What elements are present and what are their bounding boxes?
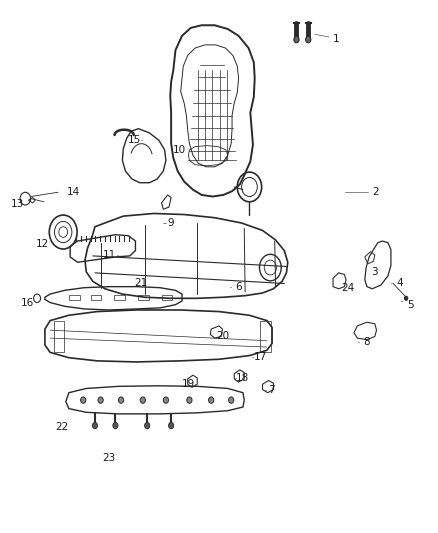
Circle shape xyxy=(208,397,214,403)
Text: 10: 10 xyxy=(173,145,187,155)
Text: 6: 6 xyxy=(235,281,242,292)
Text: 23: 23 xyxy=(102,454,116,463)
Circle shape xyxy=(113,422,118,429)
Circle shape xyxy=(294,36,299,43)
Text: 17: 17 xyxy=(254,352,267,361)
Text: 7: 7 xyxy=(268,384,275,394)
Text: 2: 2 xyxy=(372,187,379,197)
Text: 24: 24 xyxy=(341,282,354,293)
Text: 22: 22 xyxy=(56,422,69,432)
Circle shape xyxy=(98,397,103,403)
Text: 5: 5 xyxy=(407,300,414,310)
Circle shape xyxy=(81,397,86,403)
Text: 13: 13 xyxy=(11,199,25,209)
Circle shape xyxy=(169,422,174,429)
Circle shape xyxy=(229,397,234,403)
Text: 19: 19 xyxy=(182,379,195,389)
Circle shape xyxy=(163,397,169,403)
Text: 9: 9 xyxy=(168,218,174,228)
Text: 15: 15 xyxy=(127,135,141,146)
Text: 1: 1 xyxy=(333,34,340,44)
Text: 14: 14 xyxy=(67,187,80,197)
Text: 20: 20 xyxy=(216,332,229,342)
Text: 4: 4 xyxy=(396,278,403,288)
Circle shape xyxy=(404,296,408,301)
Circle shape xyxy=(92,422,98,429)
Circle shape xyxy=(145,422,150,429)
Text: 21: 21 xyxy=(134,278,147,288)
Text: 16: 16 xyxy=(21,297,34,308)
Circle shape xyxy=(140,397,145,403)
Text: 11: 11 xyxy=(102,250,116,260)
Text: 8: 8 xyxy=(364,337,370,347)
Circle shape xyxy=(187,397,192,403)
Circle shape xyxy=(118,397,124,403)
Text: 18: 18 xyxy=(237,373,250,383)
Circle shape xyxy=(306,36,311,43)
Text: 12: 12 xyxy=(36,239,49,249)
Text: 3: 3 xyxy=(371,267,378,277)
